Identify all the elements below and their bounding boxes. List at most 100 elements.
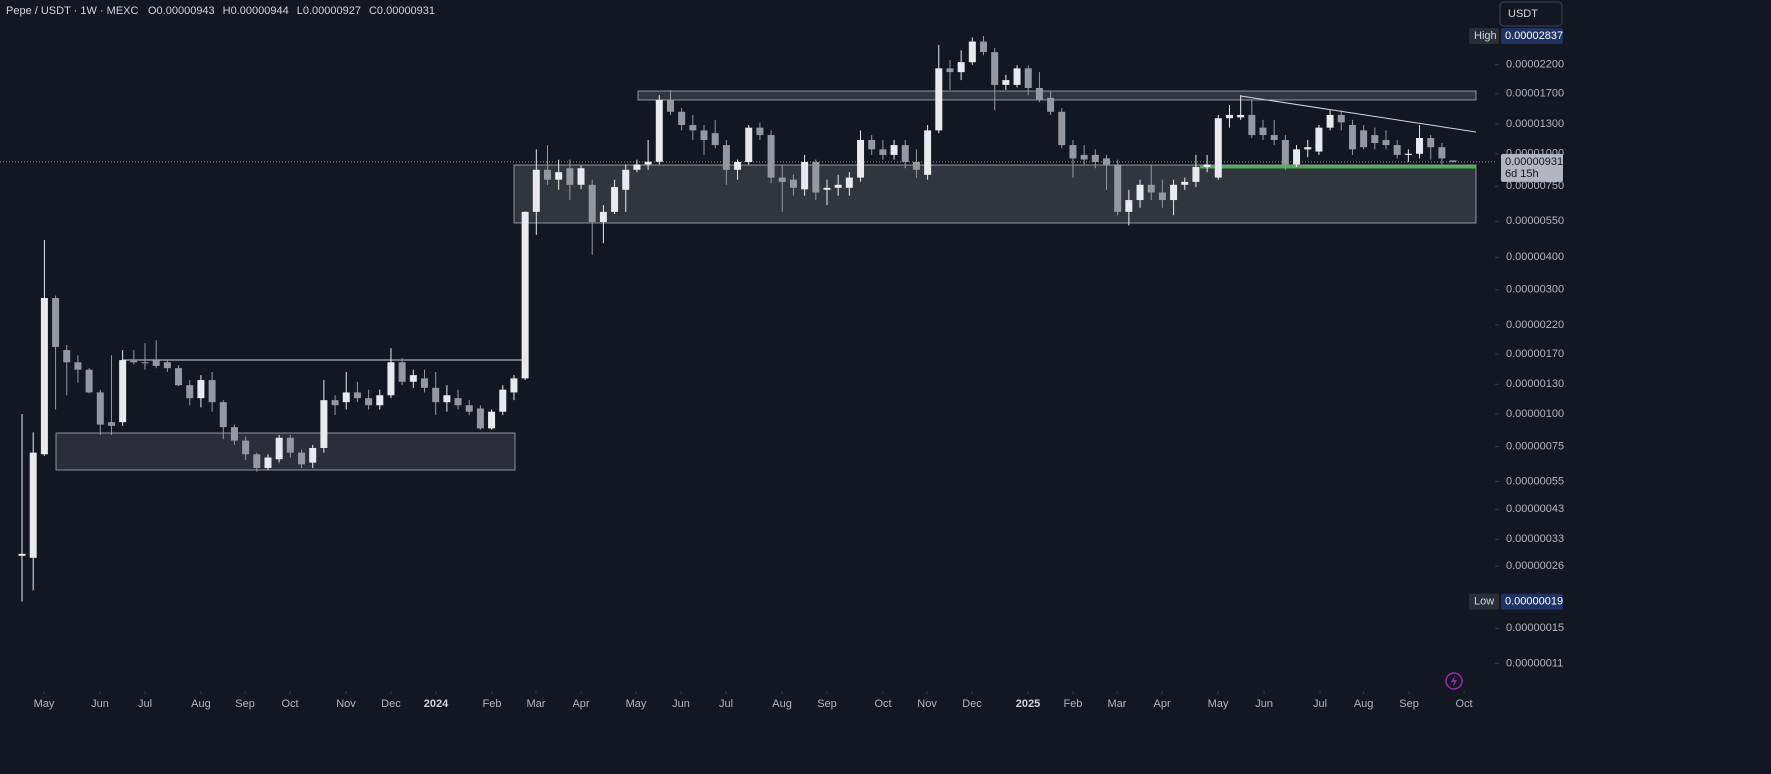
candle-body bbox=[1035, 87, 1043, 100]
candle-body bbox=[409, 375, 417, 382]
candle-body bbox=[935, 68, 943, 131]
candle-body bbox=[633, 164, 641, 170]
candle-body bbox=[1371, 135, 1379, 144]
candle-body bbox=[275, 437, 283, 460]
y-tick-label: 0.00000043 bbox=[1506, 503, 1564, 515]
candle-body bbox=[353, 392, 361, 399]
candle-body bbox=[812, 161, 820, 193]
candle-body bbox=[1304, 147, 1312, 150]
candle-body bbox=[219, 402, 227, 428]
zone-rectangle bbox=[513, 164, 1477, 224]
candle-body bbox=[1147, 184, 1155, 193]
candle-body bbox=[801, 161, 809, 190]
y-tick-label: 0.00002200 bbox=[1506, 59, 1564, 71]
alert-icon[interactable] bbox=[1445, 672, 1463, 690]
alert-icon-bolt[interactable] bbox=[1451, 675, 1457, 687]
candle-body bbox=[29, 452, 37, 558]
candle-body bbox=[1047, 97, 1055, 112]
x-tick-label: Nov bbox=[336, 698, 356, 710]
chart-title: Pepe / USDT · 1W · MEXC bbox=[6, 5, 138, 17]
candle-body bbox=[432, 387, 440, 403]
y-tick-label: 0.00000550 bbox=[1506, 215, 1564, 227]
zone-rectangle bbox=[55, 432, 516, 471]
y-tick-label: 0.00000300 bbox=[1506, 284, 1564, 296]
marker-value-box bbox=[1501, 593, 1563, 610]
marker-name-box bbox=[1469, 593, 1499, 610]
candle-body bbox=[543, 169, 551, 180]
candle-body bbox=[342, 392, 350, 403]
candle-body bbox=[365, 398, 373, 406]
y-tick-label: 0.00000170 bbox=[1506, 348, 1564, 360]
y-tick-label: 0.00000400 bbox=[1506, 251, 1564, 263]
x-tick-label: Nov bbox=[917, 698, 937, 710]
candle-body bbox=[141, 362, 149, 364]
candle-body bbox=[1404, 153, 1412, 155]
candle-body bbox=[1337, 114, 1345, 123]
candle-body bbox=[1214, 118, 1222, 178]
candle-body bbox=[1315, 127, 1323, 152]
candle-body bbox=[18, 553, 26, 556]
candle-body bbox=[387, 362, 395, 396]
marker-name: High bbox=[1474, 30, 1497, 42]
x-tick-label: Oct bbox=[281, 698, 298, 710]
marker-name: Low bbox=[1474, 596, 1494, 608]
candle-body bbox=[1427, 137, 1435, 148]
x-tick-label: Jul bbox=[1313, 698, 1327, 710]
candle-body bbox=[230, 427, 238, 441]
candle-body bbox=[991, 52, 999, 85]
candle-body bbox=[823, 187, 831, 190]
candle-body bbox=[946, 68, 954, 73]
x-tick-label: Jun bbox=[91, 698, 109, 710]
candle-body bbox=[957, 62, 965, 73]
marker-value-box bbox=[1501, 27, 1563, 44]
x-tick-label: Apr bbox=[572, 698, 589, 710]
currency-label[interactable]: USDT bbox=[1508, 8, 1538, 20]
marker-value: 0.00002837 bbox=[1505, 30, 1563, 42]
drawings bbox=[55, 90, 1477, 471]
candle-body bbox=[443, 395, 451, 403]
candle-body bbox=[52, 298, 60, 347]
candle-body bbox=[577, 168, 585, 185]
candle-body bbox=[711, 133, 719, 146]
currency-button[interactable]: USDT bbox=[1499, 1, 1563, 27]
candle-body bbox=[1259, 127, 1267, 136]
alert-icon-ring[interactable] bbox=[1445, 672, 1463, 690]
candle-body bbox=[655, 99, 663, 162]
y-tick-label: 0.00000130 bbox=[1506, 378, 1564, 390]
x-tick-label: Oct bbox=[874, 698, 891, 710]
candle-body bbox=[163, 362, 171, 369]
plot-area bbox=[0, 35, 1495, 602]
candle-body bbox=[1360, 130, 1368, 148]
candle-body bbox=[331, 400, 339, 406]
candle-body bbox=[857, 139, 865, 178]
candle-body bbox=[722, 145, 730, 170]
candle-body bbox=[924, 130, 932, 175]
candle-body bbox=[175, 368, 183, 386]
candle-body bbox=[1348, 125, 1356, 150]
candle-body bbox=[622, 169, 630, 190]
y-tick-label: 0.00000750 bbox=[1506, 180, 1564, 192]
candle-body bbox=[555, 172, 563, 180]
candle-body bbox=[253, 454, 261, 468]
candle-body bbox=[1382, 139, 1390, 146]
x-tick-label: Mar bbox=[1108, 698, 1127, 710]
candle-body bbox=[1158, 192, 1166, 201]
candle-body bbox=[186, 385, 194, 399]
candle-body bbox=[968, 41, 976, 63]
y-tick-label: 0.00001300 bbox=[1506, 118, 1564, 130]
candle-body bbox=[901, 145, 909, 162]
candle-body bbox=[1125, 200, 1133, 212]
candle-body bbox=[566, 168, 574, 185]
x-tick-label: May bbox=[626, 698, 647, 710]
candle-body bbox=[96, 392, 104, 425]
candle-body bbox=[845, 177, 853, 188]
y-tick-label: 0.00000075 bbox=[1506, 440, 1564, 452]
y-tick-label: 0.00000100 bbox=[1506, 408, 1564, 420]
candle-body bbox=[320, 400, 328, 448]
candle-body bbox=[1326, 114, 1334, 128]
x-tick-label: Jul bbox=[719, 698, 733, 710]
x-tick-label: Dec bbox=[962, 698, 982, 710]
candle-body bbox=[63, 350, 71, 363]
currency-button-box[interactable] bbox=[1499, 1, 1563, 27]
